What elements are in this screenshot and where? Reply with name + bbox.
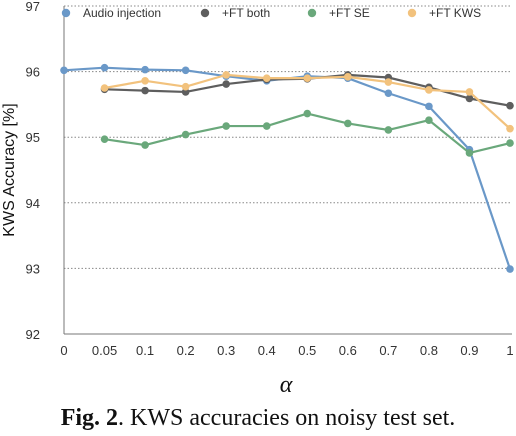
x-tick-label: 1 [506,343,513,358]
data-point [384,78,393,86]
x-tick-label: 0 [60,343,67,358]
x-tick-label: 0.5 [298,343,316,358]
data-point [262,74,271,82]
data-point [465,149,474,157]
data-point [181,66,190,75]
legend-marker [407,8,417,18]
data-point [262,122,271,130]
x-tick-label: 0.4 [258,343,276,358]
data-point [303,109,312,118]
x-tick-label: 0.2 [177,343,195,358]
x-tick-label: 0.1 [136,343,154,358]
series-audio-injection [60,63,514,273]
data-point [425,102,433,111]
y-tick-label: 93 [26,261,40,276]
series-group [60,63,514,273]
data-point [506,124,514,133]
legend-marker [61,8,71,18]
series-line [63,66,512,270]
figure-caption-label: Fig. 2 [60,405,119,431]
data-point [100,135,109,143]
data-point [222,71,230,79]
x-tick-label: 0.05 [92,343,117,358]
data-point [181,82,190,91]
data-point [425,116,433,124]
series-line [104,112,511,155]
data-point [506,101,514,110]
x-tick-label: 0.6 [339,343,357,358]
data-point [222,122,230,130]
legend-label: Audio injection [83,6,161,20]
figure-caption: Fig. 2. KWS accuracies on noisy test set… [0,405,516,432]
y-tick-label: 95 [26,130,40,145]
data-point [303,74,312,82]
data-point [100,84,109,92]
data-point [506,265,514,273]
figure-caption-text: . KWS accuracies on noisy test set. [118,405,456,431]
data-point [465,88,474,96]
y-axis-label: KWS Accuracy [%] [1,103,18,236]
x-tick-labels: 0 0.05 0.1 0.2 0.3 0.4 0.5 0.6 0.7 0.8 0.9 1 [60,343,513,358]
y-tick-label: 96 [26,65,40,80]
data-point [384,89,393,98]
data-point [181,130,190,139]
data-point [181,88,190,96]
x-tick-label: 0.8 [420,343,438,358]
data-point [465,94,474,103]
series-line [104,73,511,130]
data-point [60,66,68,75]
y-tick-labels: 92 93 94 95 96 97 [26,0,40,342]
legend-marker [200,8,210,18]
legend-marker [307,8,317,18]
x-tick-label: 0.7 [379,343,397,358]
legend-label: +FT KWS [429,6,481,20]
data-point [384,126,393,134]
legend: Audio injection +FT both +FT SE +FT KWS [61,6,481,20]
legend-label: +FT both [222,6,270,20]
y-tick-label: 97 [26,0,40,14]
data-point [141,65,149,74]
y-tick-label: 92 [26,327,40,342]
x-tick-label: 0.9 [460,343,478,358]
data-point [344,119,352,128]
data-point [100,63,109,72]
data-point [222,80,230,88]
series-ft-se [100,109,514,157]
series-ft-kws [100,71,514,133]
data-point [425,86,433,94]
legend-label: +FT SE [329,6,370,20]
data-point [141,86,149,95]
data-point [506,139,514,147]
data-point [141,141,149,149]
y-tick-label: 94 [26,196,40,211]
data-point [344,73,352,81]
x-tick-label: 0.3 [217,343,235,358]
grid-lines [64,5,512,269]
x-axis-label: α [280,372,293,398]
data-point [141,76,149,85]
